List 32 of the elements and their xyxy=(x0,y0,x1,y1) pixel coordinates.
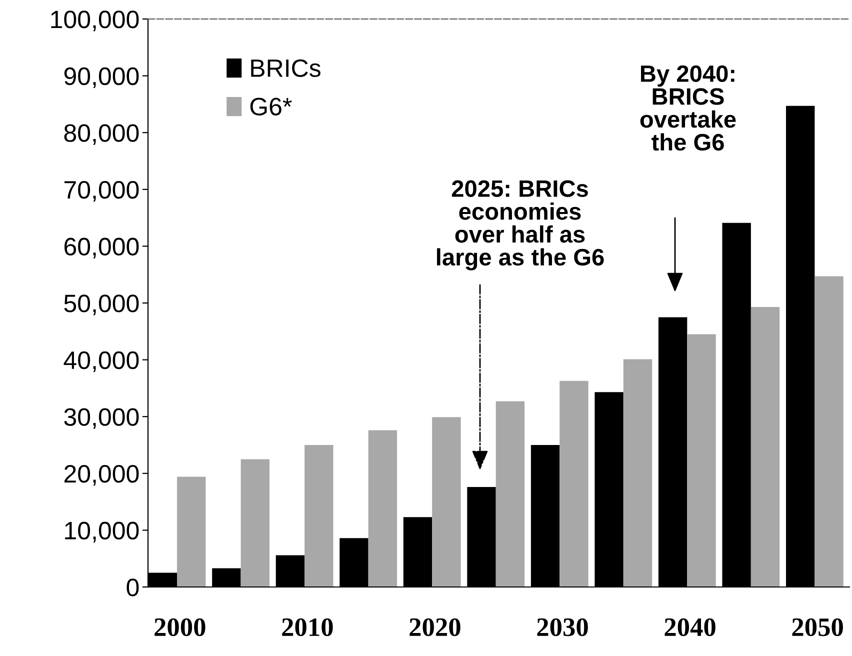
x-tick-label: 2040 xyxy=(664,618,716,636)
bar xyxy=(623,359,652,587)
y-tick-label: 10,000 xyxy=(65,522,139,542)
legend-label: G6* xyxy=(250,98,292,116)
legend-label: BRICs xyxy=(251,59,320,78)
y-tick-label: 40,000 xyxy=(64,351,139,372)
y-tick-label: 90,000 xyxy=(64,67,139,88)
bar xyxy=(750,306,780,587)
x-tick-label: 2000 xyxy=(154,618,206,636)
y-tick-label: 60,000 xyxy=(64,238,139,258)
y-tick-label: 100,000 xyxy=(51,10,139,32)
annotation: By 2040: BRICS overtake the G6 xyxy=(640,65,736,151)
x-tick-label: 2050 xyxy=(792,618,843,636)
annotation: 2025: BRICs economies over half as large as the G6 xyxy=(437,180,604,270)
bar xyxy=(368,430,398,587)
x-tick-label: 2010 xyxy=(282,618,333,636)
x-tick-label: 2020 xyxy=(410,618,460,636)
bar xyxy=(560,380,588,587)
y-tick-label: 80,000 xyxy=(64,124,139,145)
y-tick-label: 20,000 xyxy=(64,465,139,486)
bar xyxy=(814,276,844,587)
x-tick-label: 2030 xyxy=(537,618,588,636)
y-tick-label: 30,000 xyxy=(64,408,139,429)
bar xyxy=(177,476,206,587)
bar xyxy=(304,445,334,587)
bar xyxy=(432,417,461,587)
bar xyxy=(496,401,525,587)
bar xyxy=(687,334,716,587)
y-tick-label: 0 xyxy=(126,578,139,596)
y-tick-label: 50,000 xyxy=(64,294,139,316)
y-tick-label: 70,000 xyxy=(64,181,139,202)
bar xyxy=(240,459,270,587)
